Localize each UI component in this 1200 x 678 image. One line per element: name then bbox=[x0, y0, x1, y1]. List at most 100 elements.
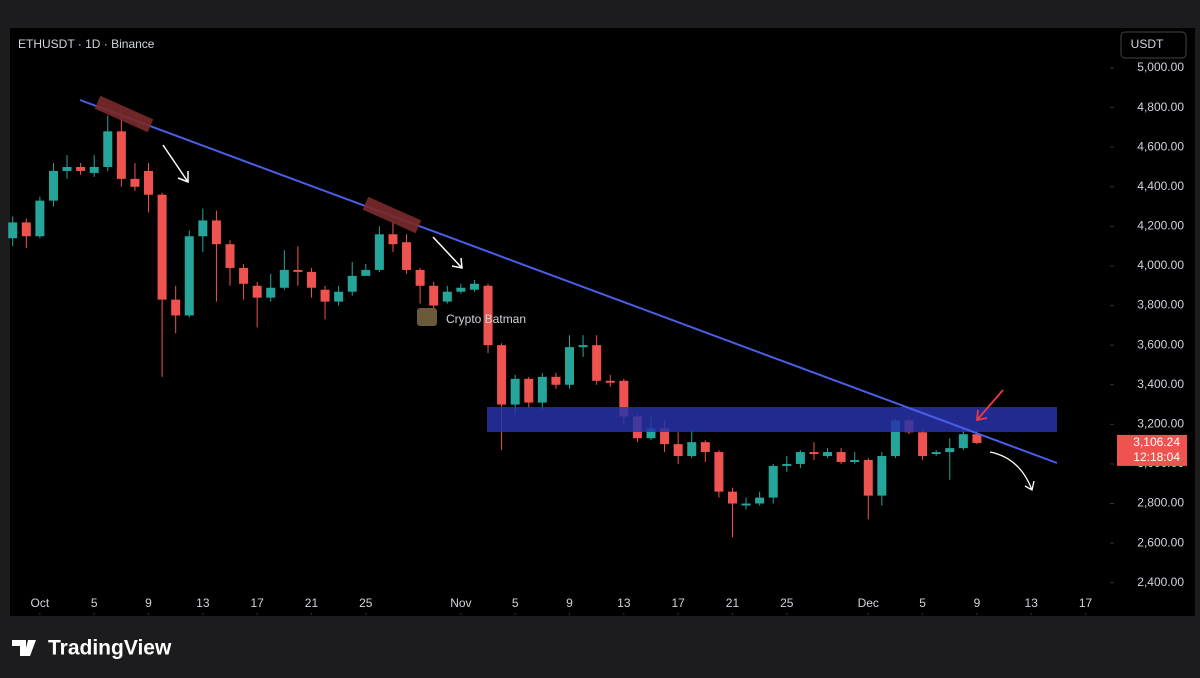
candle-body bbox=[429, 285, 439, 306]
candle-body bbox=[388, 234, 398, 245]
candle-body bbox=[890, 420, 900, 457]
candle-body bbox=[768, 465, 778, 498]
candle-body bbox=[551, 376, 561, 385]
candle-body bbox=[795, 452, 805, 464]
watermark: Crypto Batman bbox=[446, 312, 526, 326]
candle-body bbox=[76, 166, 86, 171]
x-tick-label: 5 bbox=[512, 596, 519, 610]
candle-body bbox=[35, 200, 45, 237]
candle-body bbox=[836, 452, 846, 462]
x-tick-label: 9 bbox=[145, 596, 152, 610]
candle-body bbox=[8, 222, 18, 239]
y-tick-label: 2,600.00 bbox=[1137, 535, 1184, 549]
candle-body bbox=[755, 497, 765, 504]
arrow bbox=[975, 389, 1004, 422]
y-tick-label: 4,000.00 bbox=[1137, 258, 1184, 272]
candle-body bbox=[592, 345, 602, 381]
x-tick-label: 9 bbox=[974, 596, 981, 610]
rejection-box bbox=[362, 196, 422, 234]
x-tick-label: 13 bbox=[617, 596, 631, 610]
watermark-icon bbox=[417, 308, 437, 326]
candle-body bbox=[171, 299, 181, 316]
candle-body bbox=[524, 378, 534, 403]
x-tick-label: 21 bbox=[305, 596, 319, 610]
x-tick-label: 5 bbox=[91, 596, 98, 610]
y-tick-label: 2,800.00 bbox=[1137, 496, 1184, 510]
y-tick-label: 4,600.00 bbox=[1137, 139, 1184, 153]
candle-body bbox=[537, 376, 547, 403]
candle-body bbox=[334, 291, 344, 302]
candle-body bbox=[239, 267, 249, 284]
candle-body bbox=[646, 428, 656, 439]
candle-body bbox=[225, 244, 235, 268]
brand-logo bbox=[12, 640, 36, 656]
y-tick-label: 3,600.00 bbox=[1137, 337, 1184, 351]
x-tick-label: Oct bbox=[31, 596, 50, 610]
candle-body bbox=[279, 269, 289, 288]
countdown: 12:18:04 bbox=[1133, 450, 1180, 464]
candle-body bbox=[660, 428, 670, 445]
y-tick-label: 3,400.00 bbox=[1137, 377, 1184, 391]
x-tick-label: Nov bbox=[450, 596, 471, 610]
candle-body bbox=[89, 166, 99, 173]
candle-body bbox=[116, 131, 126, 179]
candle-body bbox=[687, 442, 697, 457]
x-tick-label: Dec bbox=[858, 596, 879, 610]
candle-body bbox=[402, 242, 412, 270]
candle-body bbox=[361, 269, 371, 276]
x-tick-label: 13 bbox=[196, 596, 210, 610]
candle-body bbox=[293, 269, 303, 272]
candle-body bbox=[972, 434, 982, 443]
candle-body bbox=[252, 285, 262, 298]
x-tick-label: 17 bbox=[250, 596, 264, 610]
candle-body bbox=[877, 456, 887, 496]
currency-box[interactable] bbox=[1120, 31, 1187, 59]
candle-body bbox=[565, 347, 575, 385]
candle-body bbox=[103, 131, 113, 167]
chart-title: ETHUSDT · 1D · Binance bbox=[18, 37, 155, 51]
brand: TradingView bbox=[48, 637, 172, 660]
candle-body bbox=[727, 491, 737, 504]
resistance-zone bbox=[487, 407, 1057, 432]
x-tick-label: 9 bbox=[566, 596, 573, 610]
candle-body bbox=[306, 271, 316, 288]
x-tick-label: 21 bbox=[726, 596, 740, 610]
candle-body bbox=[48, 170, 58, 201]
candle-body bbox=[374, 234, 384, 270]
candle-body bbox=[931, 452, 941, 455]
candle-body bbox=[184, 236, 194, 316]
y-tick-label: 2,400.00 bbox=[1137, 575, 1184, 589]
candle-body bbox=[469, 283, 479, 290]
candle-body bbox=[21, 222, 31, 237]
y-tick-label: 3,800.00 bbox=[1137, 298, 1184, 312]
candle-body bbox=[347, 275, 357, 292]
candle-body bbox=[700, 442, 710, 453]
x-tick-label: 5 bbox=[919, 596, 926, 610]
candle-body bbox=[823, 452, 833, 457]
candle-body bbox=[945, 448, 955, 453]
price-tag-box bbox=[1117, 434, 1187, 466]
candle-body bbox=[958, 434, 968, 449]
y-tick-label: 5,000.00 bbox=[1137, 60, 1184, 74]
candle-body bbox=[673, 444, 683, 457]
candle-body bbox=[456, 287, 466, 292]
candle-body bbox=[809, 452, 819, 455]
candle-body bbox=[211, 220, 221, 245]
candle-body bbox=[918, 432, 928, 457]
trendline bbox=[79, 99, 1058, 464]
candle-body bbox=[442, 291, 452, 302]
arrow bbox=[162, 144, 189, 184]
x-tick-label: 25 bbox=[780, 596, 794, 610]
candle-body bbox=[483, 285, 493, 346]
y-tick-label: 3,200.00 bbox=[1137, 417, 1184, 431]
x-tick-label: 13 bbox=[1025, 596, 1039, 610]
candle-body bbox=[863, 459, 873, 496]
currency[interactable]: USDT bbox=[1131, 37, 1164, 51]
candle-body bbox=[714, 452, 724, 492]
candle-body bbox=[144, 170, 154, 195]
x-tick-label: 25 bbox=[359, 596, 373, 610]
candle-body bbox=[266, 287, 276, 298]
